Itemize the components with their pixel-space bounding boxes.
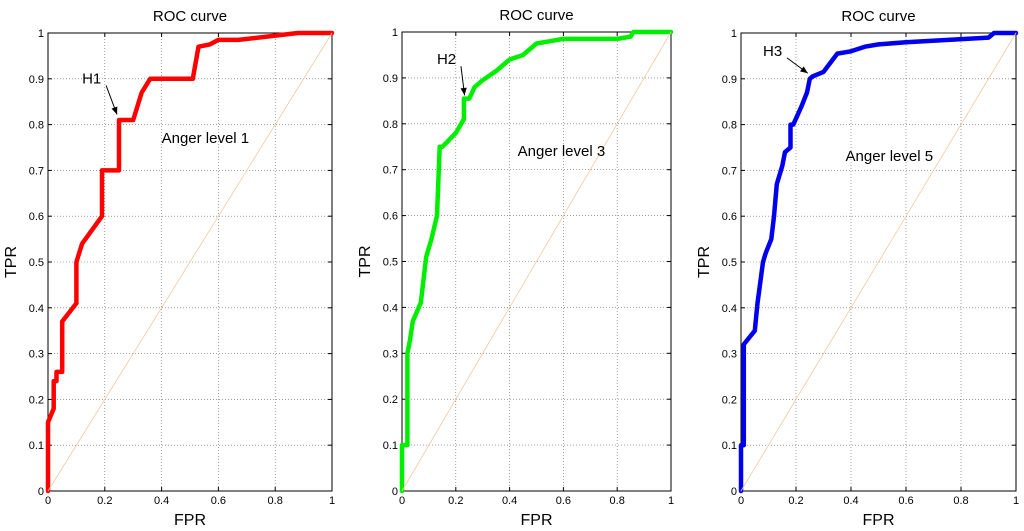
y-tick-label: 0.8 [383,119,398,131]
y-tick-label: 0.9 [29,74,44,86]
annotation-arrow-head [460,87,467,96]
x-tick-label: 0 [45,495,51,507]
x-tick-label: 0.4 [843,495,858,507]
x-tick-label: 0.4 [154,495,169,507]
y-tick-label: 0 [38,486,44,498]
anger-level-label: Anger level 5 [846,148,934,165]
x-tick-label: 0.8 [953,495,968,507]
x-tick-label: 0 [399,495,405,507]
chart-panel-1: 0 0.2 0.4 0.6 0.8 1 0 0.1 0.2 0.3 0.4 0.5 0.6 0.7 0.8 0… [3,8,335,529]
chart-title: ROC curve [841,8,915,25]
x-tick-label: 0.6 [556,495,571,507]
x-tick-label: 0.8 [268,495,283,507]
y-tick-label: 0.6 [29,211,44,223]
y-tick-label: 0.7 [29,165,44,177]
x-tick-label: 0.2 [788,495,803,507]
hypothesis-label: H3 [763,43,782,60]
anger-level-label: Anger level 3 [518,143,606,160]
chart-title: ROC curve [499,7,573,24]
annotation-arrow-head [799,66,808,74]
y-tick-label: 0.1 [29,440,44,452]
y-tick-label: 0.1 [722,440,737,452]
y-tick-label: 0 [731,486,737,498]
x-tick-label: 0.8 [610,495,625,507]
x-tick-label: 0.6 [211,495,226,507]
chart-title: ROC curve [153,8,227,25]
y-tick-label: 0.9 [383,73,398,85]
hypothesis-label: H1 [82,70,101,87]
roc-series-line [45,30,335,494]
y-tick-label: 0.8 [29,120,44,132]
chance-diagonal-line [401,31,672,492]
y-tick-label: 0.5 [722,257,737,269]
x-axis-label: FPR [863,512,895,529]
y-tick-label: 0.4 [29,303,44,315]
y-tick-label: 0.2 [722,394,737,406]
y-tick-label: 0.5 [383,257,398,269]
x-tick-label: 1 [668,495,674,507]
y-tick-label: 0.2 [29,394,44,406]
y-axis-label: TPR [3,246,20,278]
y-tick-label: 0.6 [383,211,398,223]
x-tick-label: 1 [329,495,335,507]
y-tick-label: 0.7 [722,165,737,177]
chance-diagonal-line [740,32,1017,492]
y-tick-label: 0.5 [29,257,44,269]
y-tick-label: 0.4 [383,302,398,314]
y-tick-label: 1 [731,28,737,40]
annotation-arrow-head [111,106,118,115]
x-tick-label: 0.2 [97,495,112,507]
x-tick-label: 0.6 [898,495,913,507]
y-tick-label: 0.9 [722,74,737,86]
anger-level-label: Anger level 1 [162,130,250,147]
x-tick-label: 0.4 [502,495,517,507]
y-axis-label: TPR [696,246,713,278]
y-tick-label: 0.3 [29,349,44,361]
y-tick-label: 0.1 [383,440,398,452]
y-tick-label: 0.4 [722,303,737,315]
x-tick-label: 1 [1013,495,1019,507]
y-axis-label: TPR [357,246,374,278]
x-tick-label: 0.2 [448,495,463,507]
roc-series-line [399,29,674,494]
x-axis-label: FPR [521,512,553,529]
y-tick-label: 0.3 [722,349,737,361]
hypothesis-label: H2 [437,51,456,68]
y-tick-label: 1 [392,27,398,39]
chart-panel-2: 0 0.2 0.4 0.6 0.8 1 0 0.1 0.2 0.3 0.4 0.5 0.6 0.7 0.8 0… [357,7,674,529]
y-tick-label: 0.2 [383,394,398,406]
chance-diagonal-line [47,32,333,492]
x-axis-label: FPR [174,512,206,529]
roc-series-line [738,30,1019,494]
y-tick-label: 1 [38,28,44,40]
y-tick-label: 0.8 [722,120,737,132]
y-tick-label: 0 [392,486,398,498]
chart-panel-3: 0 0.2 0.4 0.6 0.8 1 0 0.1 0.2 0.3 0.4 0.5 0.6 0.7 0.8 0… [696,8,1019,529]
y-tick-label: 0.7 [383,165,398,177]
x-tick-label: 0 [738,495,744,507]
y-tick-label: 0.6 [722,211,737,223]
y-tick-label: 0.3 [383,348,398,360]
